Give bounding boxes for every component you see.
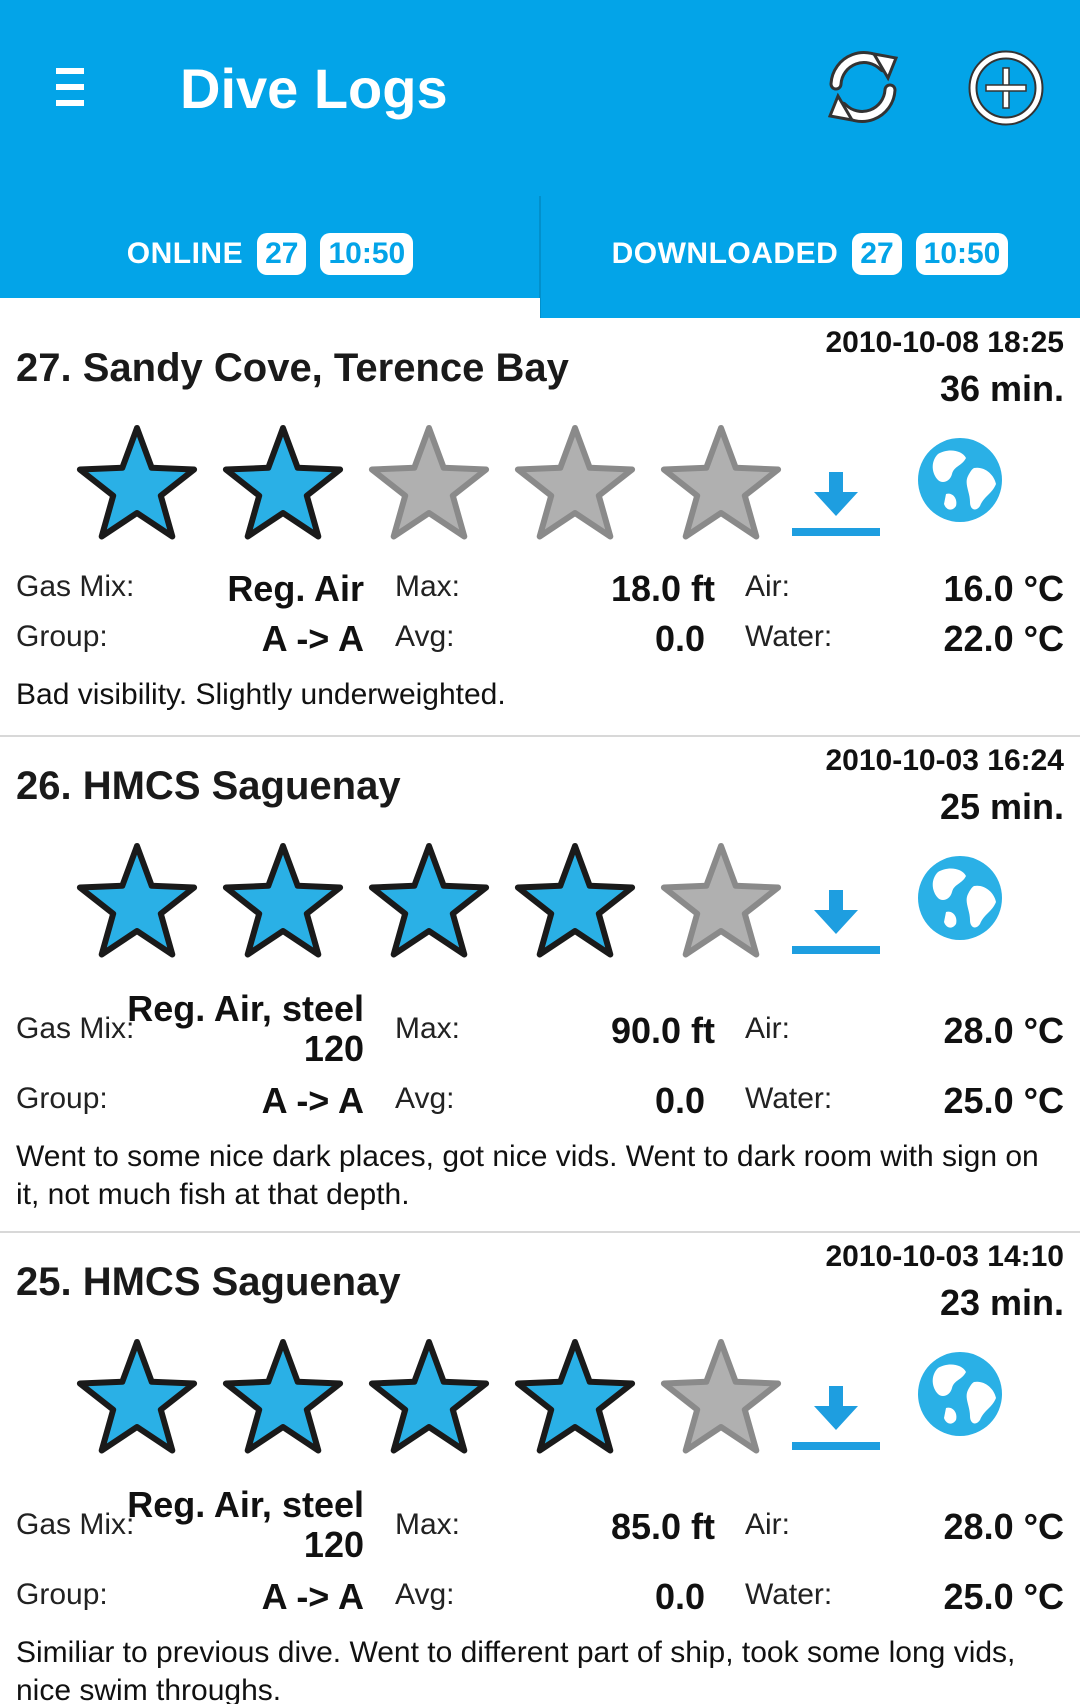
dive-date: 2010-10-08 18:25: [825, 326, 1064, 359]
tab-downloaded-time-badge: 10:50: [915, 233, 1009, 275]
dive-title: 25. HMCS Saguenay: [16, 1260, 401, 1304]
star-filled-icon[interactable]: [364, 840, 494, 964]
tab-online-label: ONLINE: [126, 237, 244, 270]
gas-mix-value-line1: Reg. Air, steel: [127, 988, 364, 1029]
star-filled-icon[interactable]: [72, 422, 202, 546]
globe-icon[interactable]: [916, 854, 1004, 942]
dive-title: 27. Sandy Cove, Terence Bay: [16, 346, 569, 390]
water-temp-label: Water:: [745, 1578, 833, 1611]
dive-log-item[interactable]: 27. Sandy Cove, Terence Bay 2010-10-08 1…: [0, 318, 1080, 736]
divider: [0, 735, 1080, 737]
rating-stars[interactable]: [72, 840, 786, 964]
tab-downloaded[interactable]: DOWNLOADED 27 10:50: [540, 190, 1080, 318]
download-icon[interactable]: [788, 466, 884, 538]
water-temp-label: Water:: [745, 620, 833, 653]
group-label: Group:: [16, 620, 108, 653]
max-depth-value: 18.0 ft: [610, 568, 715, 609]
air-temp-value: 28.0 °C: [943, 1506, 1064, 1547]
sync-icon[interactable]: [822, 46, 904, 128]
group-value: A -> A: [261, 618, 364, 659]
max-depth-label: Max:: [395, 570, 461, 603]
gas-mix-label: Gas Mix:: [16, 570, 135, 603]
star-filled-icon[interactable]: [218, 1336, 348, 1460]
max-depth-value: 90.0 ft: [610, 1010, 715, 1051]
globe-icon[interactable]: [916, 436, 1004, 524]
dive-duration: 23 min.: [939, 1282, 1064, 1323]
dive-log-item[interactable]: 26. HMCS Saguenay 2010-10-03 16:24 25 mi…: [0, 736, 1080, 1232]
gas-mix-value-line1: Reg. Air, steel: [127, 1484, 364, 1525]
tab-online-count-badge: 27: [257, 233, 307, 275]
dive-note: Similiar to previous dive. Went to diffe…: [16, 1636, 1016, 1704]
max-depth-value: 85.0 ft: [610, 1506, 715, 1547]
avg-depth-label: Avg:: [395, 620, 455, 653]
dive-log-item[interactable]: 25. HMCS Saguenay 2010-10-03 14:10 23 mi…: [0, 1232, 1080, 1704]
group-label: Group:: [16, 1082, 108, 1115]
star-empty-icon[interactable]: [364, 422, 494, 546]
group-label: Group:: [16, 1578, 108, 1611]
star-filled-icon[interactable]: [364, 1336, 494, 1460]
tab-online-time-badge: 10:50: [320, 233, 414, 275]
water-temp-value: 22.0 °C: [943, 618, 1064, 659]
gas-mix-value-line2: 120: [303, 1028, 364, 1069]
max-depth-label: Max:: [395, 1508, 461, 1541]
star-filled-icon[interactable]: [72, 840, 202, 964]
tab-divider: [539, 196, 541, 318]
page-title: Dive Logs: [180, 57, 448, 120]
avg-depth-label: Avg:: [395, 1578, 455, 1611]
max-depth-label: Max:: [395, 1012, 461, 1045]
air-temp-label: Air:: [745, 1508, 790, 1541]
star-filled-icon[interactable]: [218, 840, 348, 964]
dive-note: Went to some nice dark places, got nice …: [16, 1140, 1039, 1211]
dive-duration: 25 min.: [939, 786, 1064, 827]
gas-mix-label: Gas Mix:: [16, 1508, 135, 1541]
air-temp-value: 28.0 °C: [943, 1010, 1064, 1051]
tab-indicator: [0, 298, 540, 318]
star-filled-icon[interactable]: [72, 1336, 202, 1460]
gas-mix-label: Gas Mix:: [16, 1012, 135, 1045]
gas-mix-value-line2: 120: [303, 1524, 364, 1565]
water-temp-value: 25.0 °C: [943, 1080, 1064, 1121]
star-filled-icon[interactable]: [510, 1336, 640, 1460]
group-value: A -> A: [261, 1080, 364, 1121]
star-filled-icon[interactable]: [510, 840, 640, 964]
rating-stars[interactable]: [72, 1336, 786, 1460]
dive-note: Bad visibility. Slightly underweighted.: [16, 678, 506, 711]
globe-icon[interactable]: [916, 1350, 1004, 1438]
dive-date: 2010-10-03 14:10: [825, 1240, 1064, 1273]
star-empty-icon[interactable]: [656, 422, 786, 546]
download-icon[interactable]: [788, 1380, 884, 1452]
star-empty-icon[interactable]: [656, 840, 786, 964]
divider: [0, 1231, 1080, 1233]
star-filled-icon[interactable]: [218, 422, 348, 546]
dive-title: 26. HMCS Saguenay: [16, 764, 401, 808]
water-temp-label: Water:: [745, 1082, 833, 1115]
avg-depth-value: 0.0: [654, 618, 705, 659]
water-temp-value: 25.0 °C: [943, 1576, 1064, 1617]
group-value: A -> A: [261, 1576, 364, 1617]
avg-depth-value: 0.0: [654, 1576, 705, 1617]
rating-stars[interactable]: [72, 422, 786, 546]
gas-mix-value: Reg. Air: [227, 568, 364, 609]
tab-downloaded-label: DOWNLOADED: [611, 237, 839, 270]
tab-downloaded-count-badge: 27: [852, 233, 902, 275]
star-empty-icon[interactable]: [656, 1336, 786, 1460]
menu-icon[interactable]: [50, 62, 100, 114]
air-temp-label: Air:: [745, 570, 790, 603]
tab-online[interactable]: ONLINE 27 10:50: [0, 190, 540, 318]
star-empty-icon[interactable]: [510, 422, 640, 546]
download-icon[interactable]: [788, 884, 884, 956]
avg-depth-value: 0.0: [654, 1080, 705, 1121]
dive-duration: 36 min.: [939, 368, 1064, 409]
app-bar: Dive Logs ONLINE 27 10:50 DOWNLOADED 27 …: [0, 0, 1080, 318]
add-circle-icon[interactable]: [968, 50, 1044, 126]
air-temp-value: 16.0 °C: [943, 568, 1064, 609]
dive-date: 2010-10-03 16:24: [825, 744, 1064, 777]
avg-depth-label: Avg:: [395, 1082, 455, 1115]
air-temp-label: Air:: [745, 1012, 790, 1045]
